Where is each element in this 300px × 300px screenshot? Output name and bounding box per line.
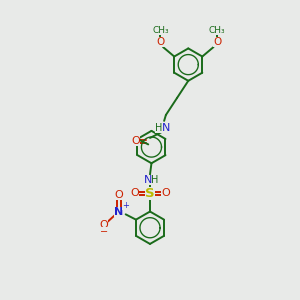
Text: N: N [162, 123, 170, 133]
Text: O: O [213, 38, 221, 47]
Text: O: O [99, 220, 108, 230]
Text: −: − [100, 227, 108, 237]
Text: H: H [154, 123, 162, 133]
Text: H: H [151, 175, 159, 185]
Text: N: N [114, 207, 124, 217]
Text: S: S [145, 187, 155, 200]
Text: O: O [156, 38, 164, 47]
Text: CH₃: CH₃ [152, 26, 169, 34]
Text: CH₃: CH₃ [209, 26, 225, 34]
Text: O: O [131, 136, 140, 146]
Text: O: O [130, 188, 139, 198]
Text: +: + [122, 201, 129, 210]
Text: N: N [143, 175, 152, 185]
Text: O: O [115, 190, 123, 200]
Text: O: O [161, 188, 170, 198]
